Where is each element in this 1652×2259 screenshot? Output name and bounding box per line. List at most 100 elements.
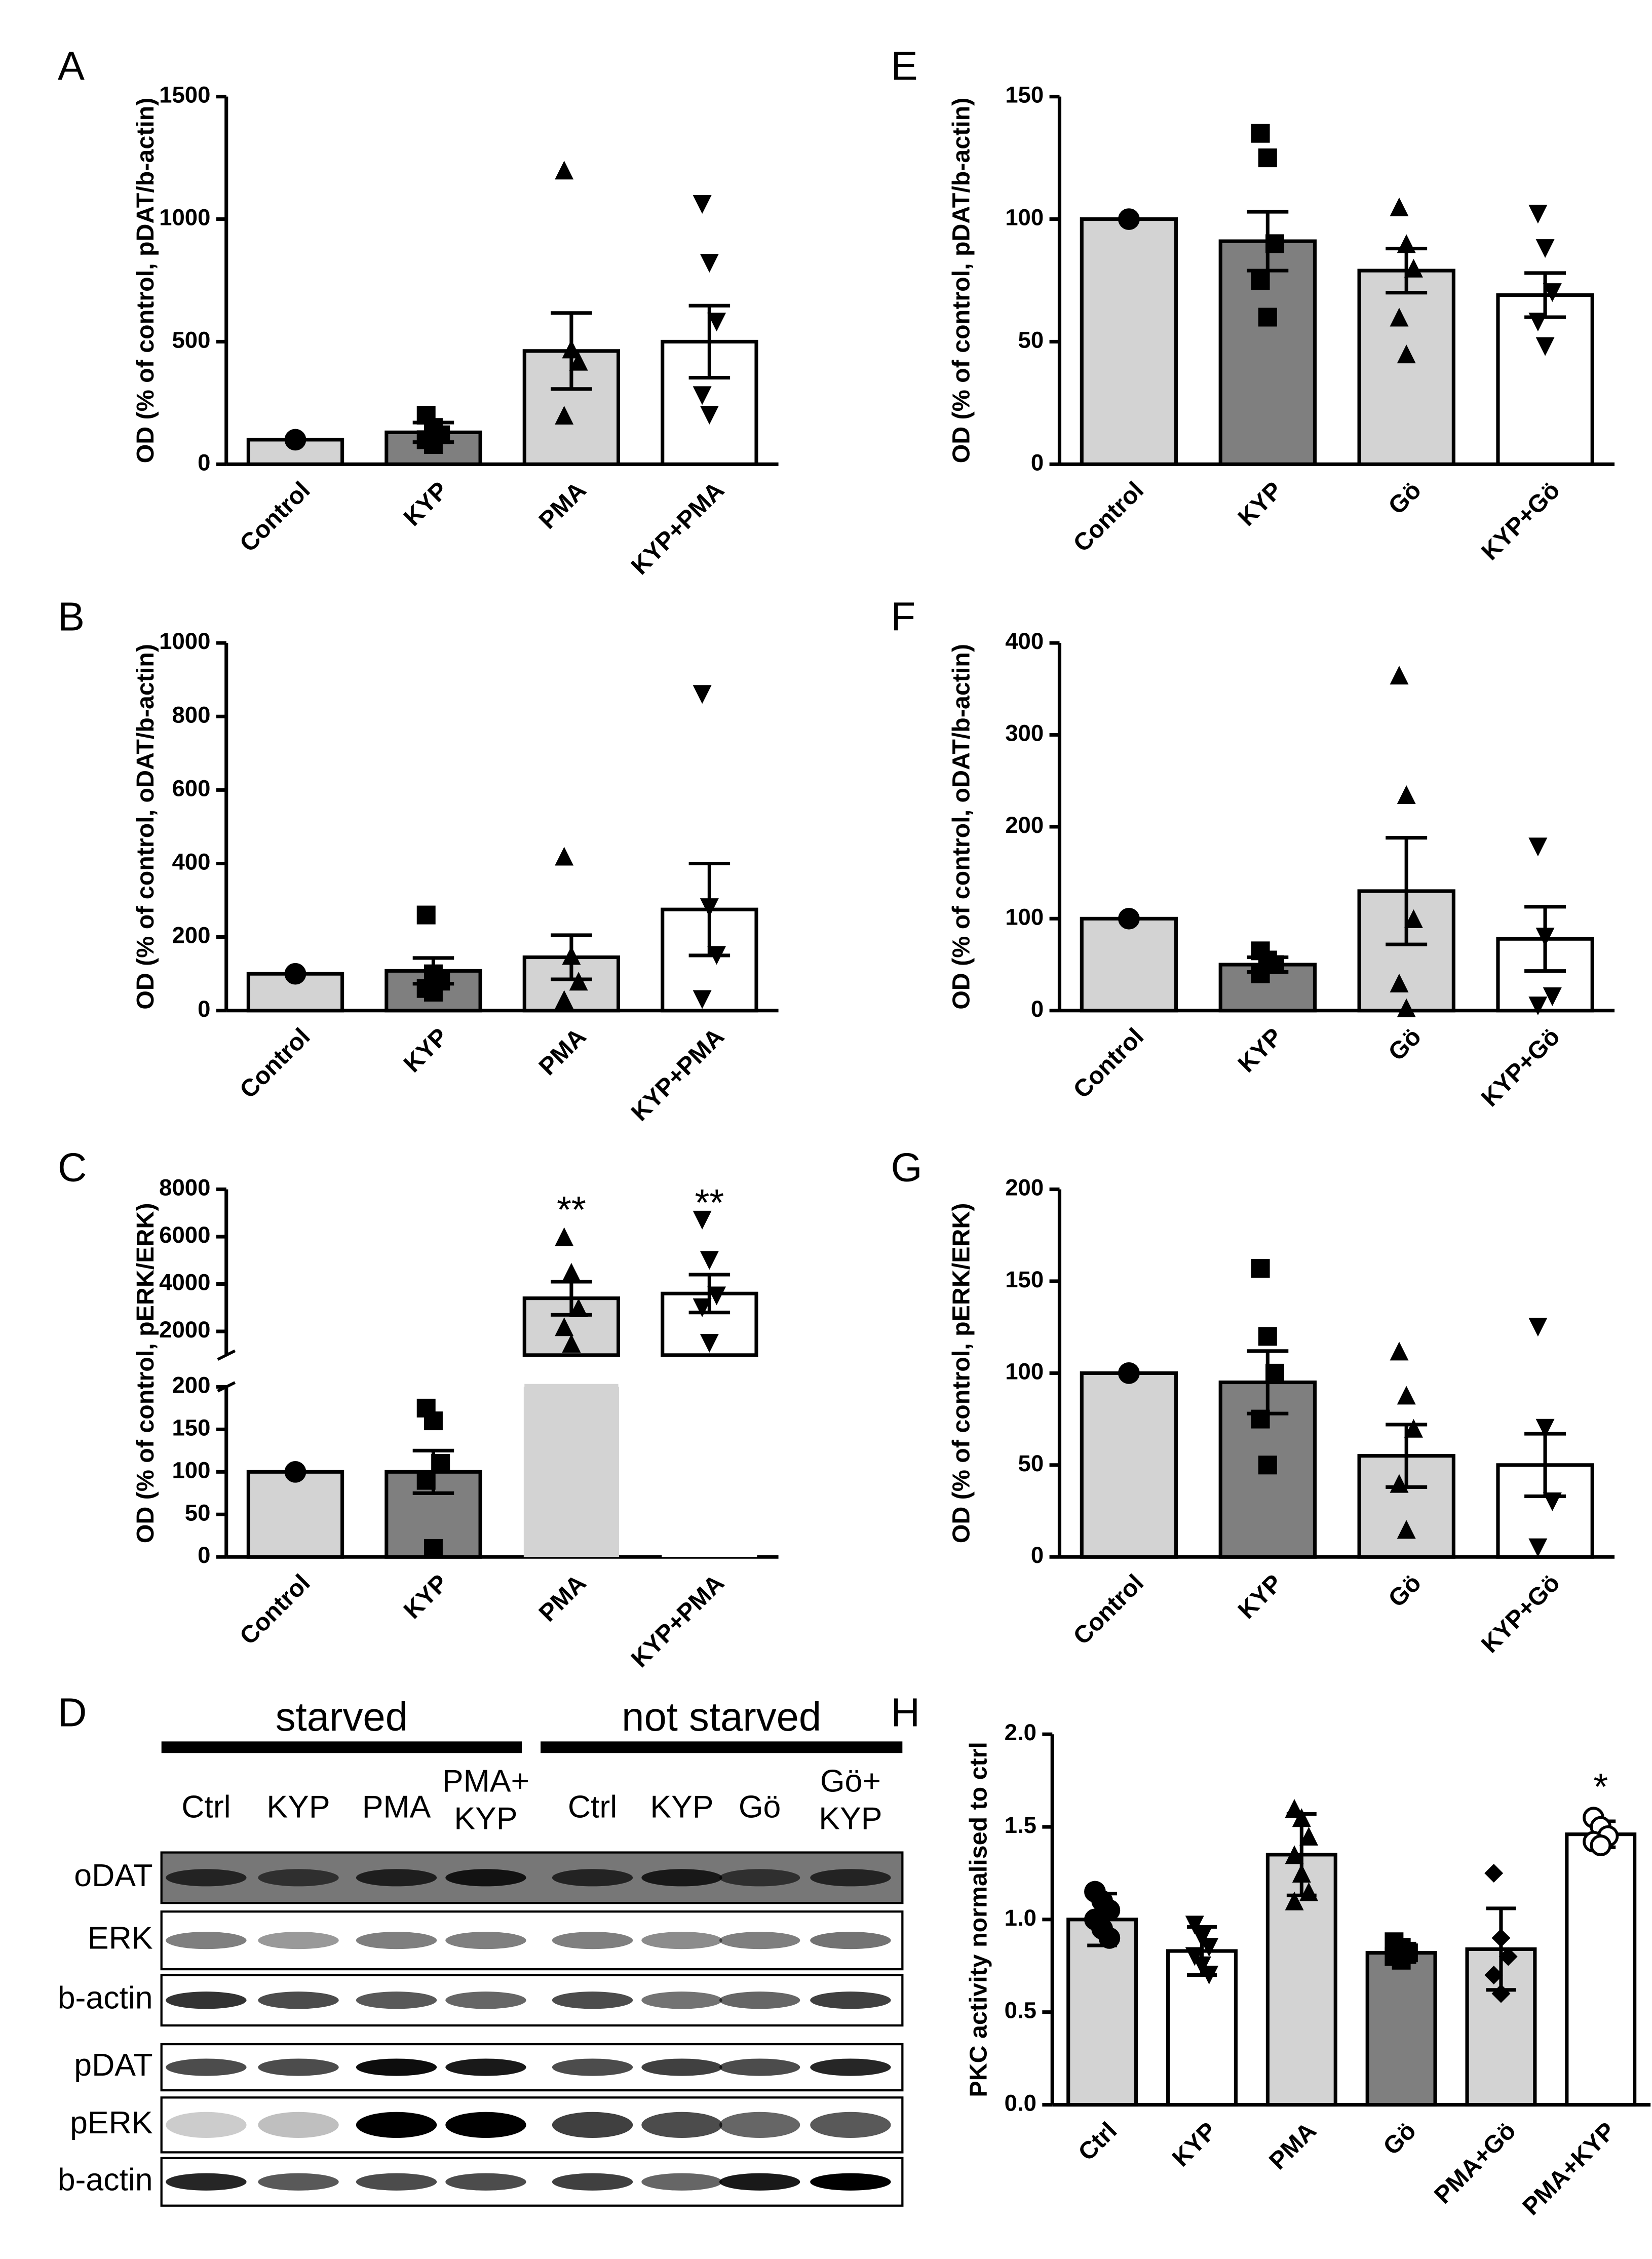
blot-band xyxy=(445,1992,526,2009)
blot-band xyxy=(552,1932,633,1949)
data-point xyxy=(693,386,712,405)
data-point xyxy=(700,1251,719,1270)
blot-band xyxy=(356,1869,437,1887)
error-bar xyxy=(688,303,731,380)
blot-band xyxy=(166,1932,247,1949)
y-tick-label: 150 xyxy=(1005,82,1044,108)
data-point xyxy=(1265,234,1285,253)
blot-band xyxy=(356,1932,437,1949)
annotation: ** xyxy=(557,1189,586,1231)
data-point xyxy=(1484,1966,1504,1985)
data-point xyxy=(1258,308,1277,327)
blot-band xyxy=(552,2173,633,2191)
data-point xyxy=(1390,308,1409,327)
blot-band xyxy=(641,2058,722,2076)
data-point xyxy=(1285,1891,1304,1910)
blot-band xyxy=(258,1869,339,1887)
data-point xyxy=(569,1298,588,1317)
blot-band xyxy=(552,1992,633,2009)
bar xyxy=(1080,1371,1178,1559)
blot-band xyxy=(719,1992,800,2009)
data-point xyxy=(1535,1419,1555,1438)
blot-band xyxy=(445,1932,526,1949)
y-tick-label: 4000 xyxy=(159,1270,210,1295)
data-point xyxy=(693,1210,712,1230)
data-point xyxy=(1258,1456,1277,1475)
data-point xyxy=(1292,1808,1311,1827)
data-point xyxy=(1251,1259,1270,1278)
y-tick-label: 600 xyxy=(172,775,210,801)
y-axis-label: OD (% of control, pDAT/b-actin) xyxy=(948,98,975,464)
data-point xyxy=(1528,837,1548,857)
blot-band xyxy=(258,2173,339,2191)
panel-label: A xyxy=(58,44,85,89)
data-point xyxy=(1543,283,1562,302)
data-point xyxy=(1390,1342,1409,1361)
y-tick-label: 800 xyxy=(172,702,210,728)
row-label: pDAT xyxy=(74,2047,152,2083)
y-tick-label: 1.0 xyxy=(1005,1905,1036,1931)
group-label: not starved xyxy=(622,1694,821,1739)
data-point xyxy=(1392,1950,1411,1970)
data-point xyxy=(569,352,588,371)
bar xyxy=(1066,1918,1138,2107)
y-tick-label: 1.5 xyxy=(1005,1812,1036,1838)
blot-band xyxy=(719,2058,800,2076)
blot-band xyxy=(445,1869,526,1887)
data-point xyxy=(431,1454,450,1473)
data-point xyxy=(1543,1492,1562,1511)
data-point xyxy=(569,972,588,991)
y-tick-label: 0 xyxy=(1031,996,1044,1022)
data-point xyxy=(1528,997,1548,1016)
data-point xyxy=(1098,1927,1121,1949)
blot-band xyxy=(552,2058,633,2076)
data-point xyxy=(416,905,436,925)
blot-band xyxy=(810,2112,891,2138)
data-point xyxy=(284,429,306,451)
blot-band xyxy=(166,2058,247,2076)
data-point xyxy=(1390,197,1409,216)
y-tick-label: 2000 xyxy=(159,1317,210,1343)
lane-label: KYP xyxy=(266,1789,330,1825)
data-point xyxy=(1299,1882,1319,1901)
row-label: ERK xyxy=(88,1921,153,1956)
y-tick-label: 200 xyxy=(172,923,210,948)
data-point xyxy=(1528,313,1548,332)
data-point xyxy=(424,1539,443,1558)
y-tick-label: 50 xyxy=(1018,1450,1044,1476)
blot-band xyxy=(810,2173,891,2191)
y-tick-label: 100 xyxy=(1005,205,1044,231)
data-point xyxy=(1543,987,1562,1007)
data-point xyxy=(1397,998,1416,1017)
blot-band xyxy=(166,1992,247,2009)
y-tick-label: 0 xyxy=(198,996,210,1022)
blot-band xyxy=(719,1932,800,1949)
data-point xyxy=(693,195,712,214)
data-point xyxy=(1535,928,1555,947)
data-point xyxy=(1118,907,1140,930)
data-point xyxy=(1299,1826,1319,1846)
y-tick-label: 150 xyxy=(172,1414,210,1440)
y-tick-label: 1000 xyxy=(159,628,210,654)
y-axis-label: OD (% of control, oDAT/b-actin) xyxy=(948,644,975,1010)
y-tick-label: 150 xyxy=(1005,1267,1044,1292)
data-point xyxy=(1251,124,1270,143)
data-point xyxy=(1265,1363,1285,1383)
data-point xyxy=(693,990,712,1009)
y-tick-label: 300 xyxy=(1005,720,1044,746)
blot-band xyxy=(258,2112,339,2138)
data-point xyxy=(555,1317,574,1336)
blot-band xyxy=(166,2173,247,2191)
blot-band xyxy=(445,2173,526,2191)
y-tick-label: 0 xyxy=(198,1542,210,1568)
panel-label: H xyxy=(891,1690,920,1735)
y-tick-label: 50 xyxy=(185,1500,211,1525)
data-point xyxy=(1251,964,1270,983)
data-point xyxy=(562,339,581,359)
data-point xyxy=(562,946,581,965)
lane-label: KYP xyxy=(454,1801,517,1836)
data-point xyxy=(555,1227,574,1246)
row-label: b-actin xyxy=(58,2162,153,2197)
data-point xyxy=(1491,1928,1511,1947)
